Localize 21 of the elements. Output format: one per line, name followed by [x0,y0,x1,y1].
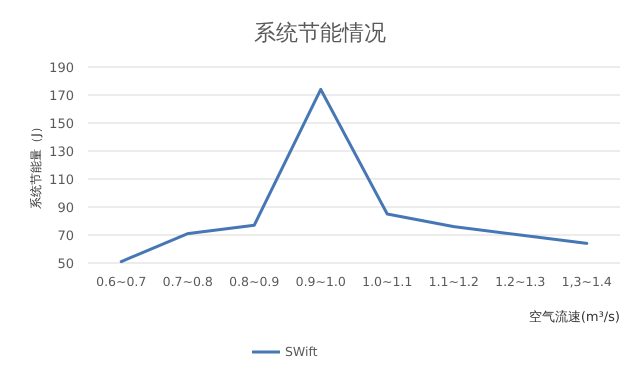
x-tick-label: 1,3~1.4 [562,274,612,289]
x-tick-label: 0.8~0.9 [229,274,280,289]
y-tick-label: 110 [49,173,74,188]
y-tick-label: 70 [57,229,74,244]
x-axis-title: 空气流速(m³/s) [528,309,620,325]
y-tick-label: 90 [57,201,74,216]
y-tick-label: 130 [49,145,74,160]
y-tick-label: 190 [49,61,74,76]
y-axis-title: 系统节能量（J） [29,121,43,209]
x-tick-label: 0.6~0.7 [96,274,146,289]
x-tick-label: 1.2~1.3 [495,274,546,289]
line-series [120,88,588,264]
x-tick-label: 1.0~1.1 [362,274,412,289]
x-tick-label: 0.7~0.8 [162,274,213,289]
x-tick-label: 0.9~1.0 [296,274,346,289]
y-tick-label: 50 [57,257,74,272]
legend-label: SWift [285,344,318,359]
y-tick-label: 150 [49,117,74,132]
x-tick-label: 1.1~1.2 [428,274,479,289]
y-tick-label: 170 [49,89,74,104]
chart-title: 系统节能情况 [254,20,386,45]
